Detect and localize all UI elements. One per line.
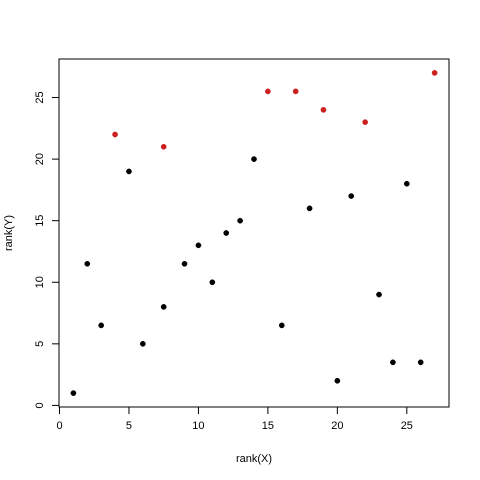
data-point bbox=[223, 230, 230, 236]
y-tick-label: 15 bbox=[34, 215, 46, 227]
data-point-highlighted bbox=[292, 88, 299, 95]
data-point bbox=[237, 217, 243, 224]
x-tick-label: 20 bbox=[331, 420, 343, 432]
x-axis: 0 5 10 15 20 25 bbox=[56, 406, 413, 432]
x-tick-label: 25 bbox=[401, 420, 413, 432]
x-tick-label: 0 bbox=[56, 420, 62, 432]
y-tick-label: 20 bbox=[34, 153, 46, 165]
y-tick-label: 10 bbox=[34, 276, 46, 288]
data-point bbox=[251, 156, 257, 162]
data-point-highlighted bbox=[431, 70, 438, 76]
data-point bbox=[140, 340, 146, 347]
data-point bbox=[348, 193, 355, 199]
data-point-highlighted bbox=[265, 88, 271, 95]
plot-frame bbox=[58, 58, 450, 408]
y-tick-label: 5 bbox=[34, 341, 46, 347]
data-points bbox=[70, 70, 438, 396]
data-point bbox=[209, 279, 216, 286]
data-point bbox=[390, 359, 396, 366]
y-tick-label: 0 bbox=[34, 402, 46, 408]
data-point bbox=[181, 260, 188, 267]
data-point bbox=[306, 205, 313, 212]
data-point bbox=[126, 168, 132, 175]
data-point-highlighted bbox=[362, 119, 368, 126]
data-point bbox=[376, 291, 382, 298]
y-tick-label: 25 bbox=[34, 91, 46, 103]
data-point bbox=[278, 322, 285, 329]
x-axis-label: rank(X) bbox=[236, 453, 272, 465]
x-tick-label: 10 bbox=[192, 420, 204, 432]
data-point-highlighted bbox=[160, 143, 167, 150]
data-point bbox=[98, 322, 105, 329]
y-axis-label: rank(Y) bbox=[3, 215, 15, 251]
data-point bbox=[84, 260, 91, 267]
x-tick-label: 5 bbox=[126, 420, 132, 432]
data-point bbox=[70, 390, 77, 396]
data-point bbox=[403, 180, 410, 187]
x-tick-label: 15 bbox=[262, 420, 274, 432]
data-point-highlighted bbox=[320, 106, 327, 113]
data-point bbox=[417, 359, 424, 366]
y-axis: 0 5 10 15 20 25 bbox=[34, 91, 60, 408]
data-point-highlighted bbox=[112, 131, 118, 138]
data-point bbox=[195, 242, 202, 249]
data-point bbox=[160, 304, 167, 310]
data-point bbox=[334, 377, 341, 384]
